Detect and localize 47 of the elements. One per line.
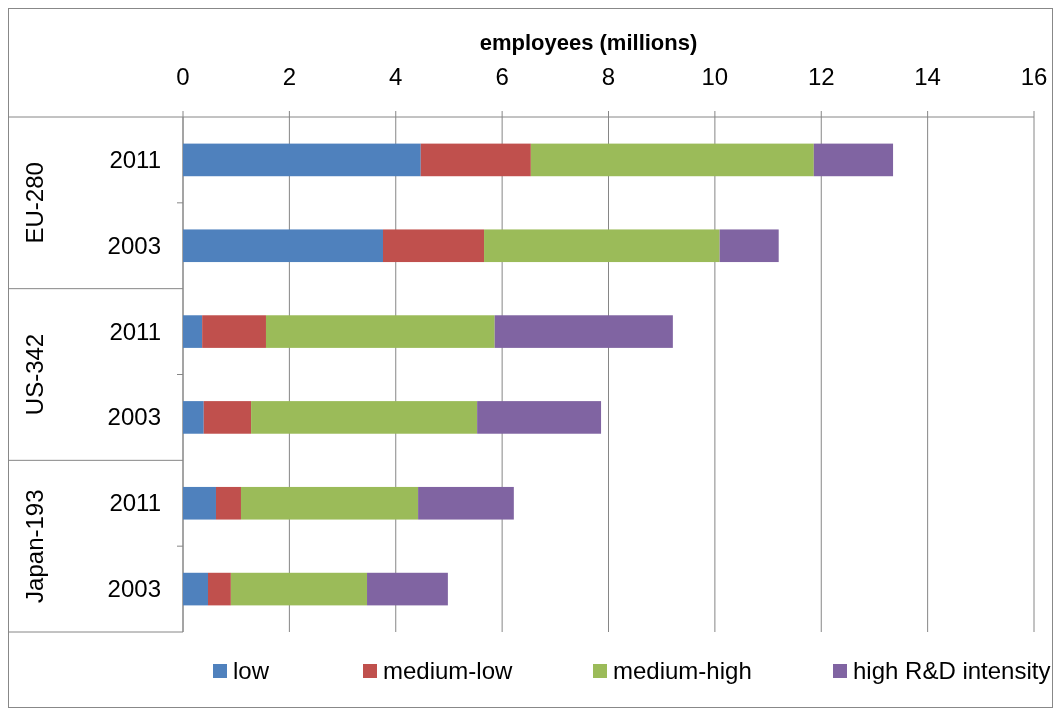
bar bbox=[183, 486, 216, 520]
y-tick-label: 2011 bbox=[109, 145, 161, 173]
bar bbox=[240, 486, 419, 520]
bar bbox=[203, 401, 252, 434]
y-tick-label: 2003 bbox=[107, 575, 161, 603]
bar bbox=[484, 229, 720, 263]
legend-label: medium-high bbox=[613, 657, 752, 684]
bar bbox=[183, 229, 383, 263]
bar bbox=[719, 229, 779, 263]
x-tick-label: 0 bbox=[176, 63, 190, 90]
text: Japan-193 bbox=[21, 489, 48, 603]
y-tick-label: 2011 bbox=[109, 489, 161, 517]
bar bbox=[208, 572, 231, 606]
x-tick-label: 12 bbox=[807, 63, 835, 90]
bar bbox=[813, 143, 894, 177]
bar bbox=[265, 315, 495, 348]
x-tick-label: 8 bbox=[601, 63, 616, 90]
x-tick-label: 14 bbox=[914, 63, 941, 90]
bar bbox=[251, 401, 478, 434]
bar bbox=[183, 143, 421, 177]
bar bbox=[183, 572, 208, 606]
bar bbox=[420, 143, 531, 177]
bar bbox=[418, 486, 514, 520]
bar bbox=[367, 572, 448, 606]
y-tick-label: 2003 bbox=[107, 403, 161, 431]
x-axis-title: employees (millions) bbox=[479, 30, 698, 55]
bar bbox=[183, 315, 203, 348]
y-tick-label: 2003 bbox=[107, 231, 161, 259]
x-tick-label: 2 bbox=[282, 63, 297, 90]
text: US-342 bbox=[21, 333, 48, 416]
bar bbox=[494, 315, 673, 348]
bar bbox=[382, 229, 485, 263]
bar bbox=[477, 401, 602, 434]
x-tick-label: 4 bbox=[389, 63, 403, 90]
text: EU-280 bbox=[21, 162, 48, 244]
y-tick-label: 2011 bbox=[109, 317, 161, 345]
legend-label: low bbox=[233, 657, 270, 684]
bar bbox=[183, 401, 204, 434]
bar bbox=[230, 572, 368, 606]
bar bbox=[202, 315, 266, 348]
bar bbox=[530, 143, 814, 177]
x-tick-label: 16 bbox=[1020, 63, 1048, 90]
legend-label: high R&D intensity bbox=[853, 657, 1051, 684]
x-tick-label: 6 bbox=[495, 63, 509, 90]
bar bbox=[215, 486, 241, 520]
legend-label: medium-low bbox=[383, 657, 514, 684]
x-tick-label: 10 bbox=[701, 63, 729, 90]
